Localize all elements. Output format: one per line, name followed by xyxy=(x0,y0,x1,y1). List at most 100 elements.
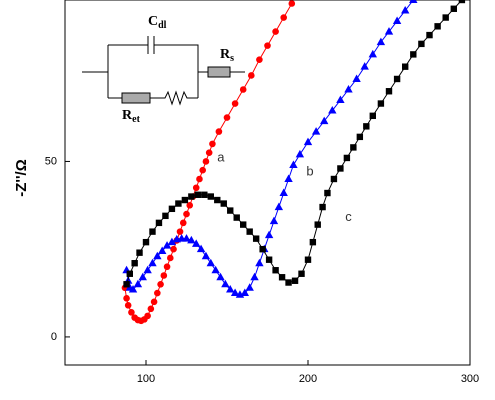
circuit-wires xyxy=(82,36,245,106)
point xyxy=(160,272,168,279)
point xyxy=(233,214,240,221)
point xyxy=(138,272,147,281)
curve-label: b xyxy=(306,163,313,178)
point xyxy=(280,14,288,21)
point xyxy=(303,137,313,146)
point xyxy=(211,265,220,274)
point xyxy=(214,196,221,204)
point xyxy=(337,165,344,172)
point xyxy=(223,114,231,121)
y-axis-label: -Z''/Ω xyxy=(13,159,30,197)
point xyxy=(393,75,401,83)
point xyxy=(123,281,130,288)
point xyxy=(187,235,196,244)
point xyxy=(201,251,211,260)
point xyxy=(205,149,213,156)
point xyxy=(246,228,253,235)
point xyxy=(279,188,288,197)
point xyxy=(319,203,326,211)
point xyxy=(144,312,151,320)
point xyxy=(154,289,161,297)
point xyxy=(336,95,345,104)
point xyxy=(255,258,264,267)
point xyxy=(309,238,317,246)
point xyxy=(418,40,425,48)
point xyxy=(202,158,210,165)
point xyxy=(143,265,152,274)
point xyxy=(330,175,338,183)
point xyxy=(207,193,214,200)
point xyxy=(181,196,189,204)
point xyxy=(196,175,203,183)
point xyxy=(239,86,247,93)
point xyxy=(295,149,305,158)
x-tick-label: 100 xyxy=(137,373,155,385)
point xyxy=(377,100,385,107)
point xyxy=(226,285,235,293)
point xyxy=(163,263,171,271)
point xyxy=(201,191,208,198)
point xyxy=(179,219,187,227)
plot-frame xyxy=(64,0,471,366)
point xyxy=(285,279,292,286)
point xyxy=(170,245,177,253)
point xyxy=(363,123,370,130)
point xyxy=(150,298,158,306)
point xyxy=(128,309,135,316)
y-tick-label: 0 xyxy=(51,331,57,343)
point xyxy=(167,254,174,262)
point xyxy=(142,238,150,246)
point xyxy=(175,200,182,207)
point xyxy=(392,16,402,25)
point xyxy=(215,128,223,135)
point xyxy=(245,283,254,291)
point xyxy=(256,56,263,63)
resistor-rs xyxy=(207,66,231,78)
point xyxy=(220,200,227,207)
point xyxy=(250,272,259,281)
point xyxy=(157,280,164,288)
curve-label: a xyxy=(217,149,225,164)
point xyxy=(216,272,225,281)
x-tick-label: 300 xyxy=(461,373,479,385)
point xyxy=(328,106,337,114)
point xyxy=(133,279,143,288)
point xyxy=(272,28,279,35)
point xyxy=(155,219,163,227)
point xyxy=(350,144,357,151)
point xyxy=(259,245,266,253)
point xyxy=(368,49,377,58)
point xyxy=(369,112,376,120)
point xyxy=(149,228,156,235)
point xyxy=(324,189,331,197)
point xyxy=(298,270,305,277)
point xyxy=(401,6,410,14)
point xyxy=(278,274,286,281)
point xyxy=(192,239,201,247)
point xyxy=(376,37,386,46)
point xyxy=(240,221,247,228)
point xyxy=(199,166,206,174)
point xyxy=(231,100,239,107)
point xyxy=(434,23,441,30)
point xyxy=(409,0,418,3)
point xyxy=(458,0,466,4)
point xyxy=(221,279,230,288)
point xyxy=(304,256,312,263)
point xyxy=(384,27,394,35)
point xyxy=(291,277,299,284)
resistor-ret xyxy=(121,92,151,104)
point xyxy=(240,288,250,297)
point xyxy=(128,285,138,293)
point xyxy=(136,249,143,256)
point xyxy=(124,302,132,309)
point xyxy=(410,51,417,58)
point xyxy=(147,305,155,313)
point xyxy=(343,154,351,162)
point xyxy=(320,116,329,125)
point xyxy=(188,193,195,200)
label-rs: Rs xyxy=(220,47,234,64)
point xyxy=(123,295,130,302)
point xyxy=(206,258,215,267)
